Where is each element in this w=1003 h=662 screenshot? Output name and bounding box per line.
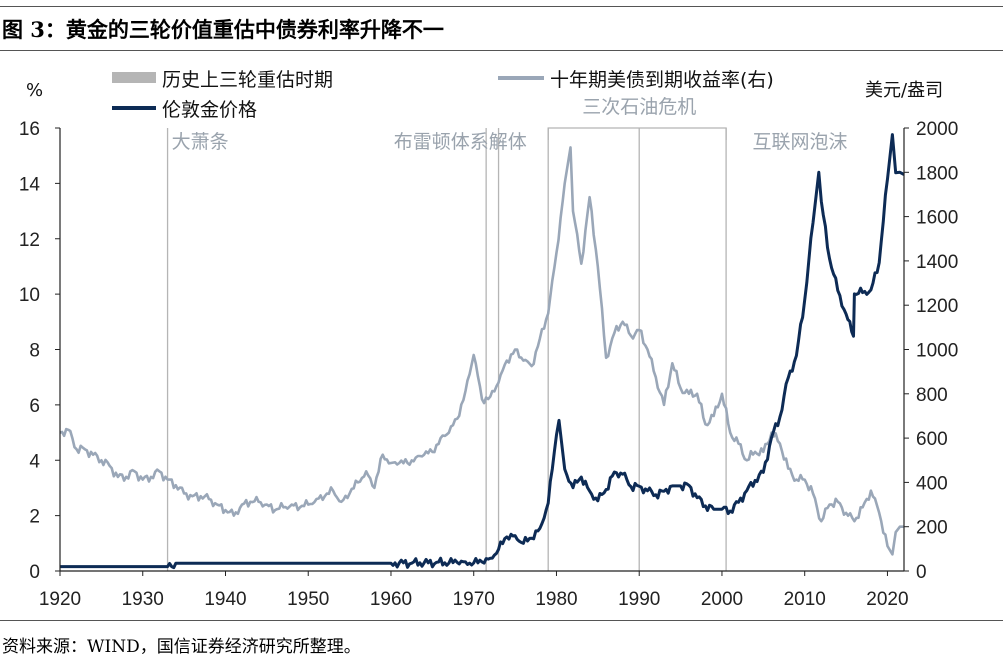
figure-title: 图 3：黄金的三轮价值重估中债券利率升降不一 [2,17,444,42]
annotation-label: 三次石油危机 [582,96,696,118]
y-right-tick-label: 200 [916,518,948,539]
x-tick-label: 1970 [453,589,495,610]
y-right-tick-label: 1800 [916,163,958,184]
x-tick-label: 1960 [370,589,412,610]
source-note: 资料来源：WIND，国信证券经济研究所整理。 [2,637,361,657]
x-tick-label: 1940 [204,589,246,610]
y-right-tick-label: 1000 [916,341,958,362]
bottom-rule [0,620,1003,621]
y-left-tick-label: 14 [19,174,41,195]
y-left-tick-label: 6 [29,396,40,417]
x-tick-label: 1980 [535,589,577,610]
y-right-tick-label: 0 [916,562,927,583]
tick-labels: 1920 1930 1940 1950 1960 1970 1980 1990 2000 2010… [19,119,958,610]
y-right-tick-label: 1600 [916,208,958,229]
axes [59,128,905,572]
revaluation-markers [166,128,727,571]
x-tick-label: 1990 [618,589,660,610]
y-left-tick-label: 2 [29,507,40,528]
legend: 历史上三轮重估时期 十年期美债到期收益率(右) 伦敦金价格 [112,69,774,121]
legend-label-gold: 伦敦金价格 [162,99,257,121]
x-tick-label: 1950 [287,589,329,610]
y-right-tick-label: 1200 [916,296,958,317]
right-unit-label: 美元/盎司 [865,80,943,101]
y-right-tick-label: 600 [916,429,948,450]
series-line-yield [59,146,904,556]
y-right-tick-label: 2000 [916,119,958,140]
y-left-tick-label: 10 [19,285,40,306]
annotation-label: 互联网泡沫 [753,131,848,153]
y-left-tick-label: 0 [29,562,40,583]
y-left-tick-label: 4 [29,451,40,472]
series-line-gold [60,133,905,570]
x-tick-label: 1930 [122,589,164,610]
x-tick-label: 2000 [701,589,743,610]
x-tick-label: 1920 [39,589,81,610]
legend-swatch-revaluation [112,72,156,83]
left-unit-label: % [26,80,43,101]
legend-label-yield: 十年期美债到期收益率(右) [550,69,774,91]
y-right-tick-label: 800 [916,385,948,406]
x-tick-label: 2020 [866,589,908,610]
y-right-tick-label: 400 [916,473,948,494]
y-left-tick-label: 16 [19,119,40,140]
annotation-label: 大萧条 [172,131,229,153]
y-left-tick-label: 12 [19,230,40,251]
oil-crisis-bracket-line [547,127,727,140]
legend-label-revaluation: 历史上三轮重估时期 [162,69,333,91]
chart: 1920 1930 1940 1950 1960 1970 1980 1990 2000 2010… [19,69,958,610]
series-layer [59,133,905,570]
y-left-tick-label: 8 [29,341,40,362]
top-rule [0,6,1003,7]
annotation-label: 布雷顿体系解体 [394,131,527,153]
oil-crisis-bracket [547,127,727,140]
y-right-tick-label: 1400 [916,252,958,273]
x-tick-label: 2010 [784,589,826,610]
title-rule [0,50,1003,51]
